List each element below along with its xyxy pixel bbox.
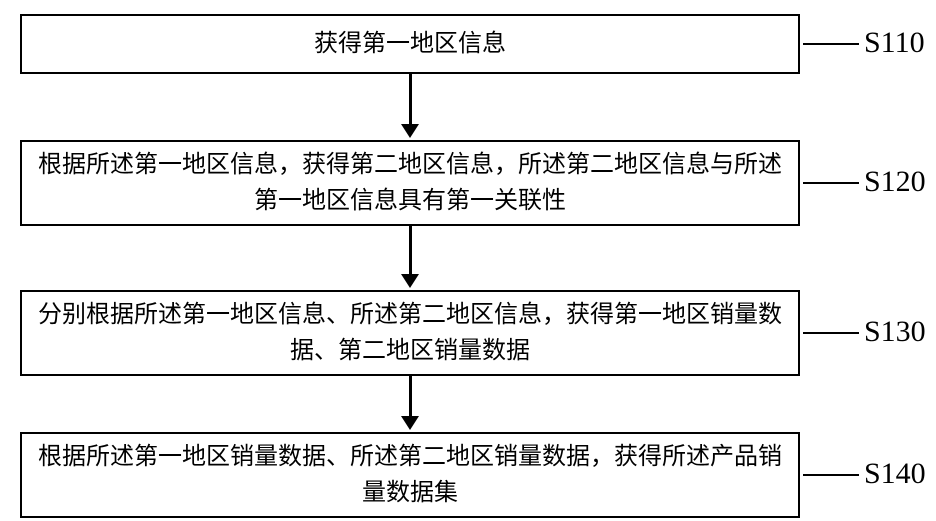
step-label-s120: S120	[864, 165, 926, 199]
step-label-s130: S130	[864, 315, 926, 349]
label-line-s130	[803, 332, 859, 334]
step-label-s110: S110	[864, 26, 925, 60]
arrow-line-2	[409, 376, 412, 418]
arrow-line-1	[409, 226, 412, 276]
label-line-s110	[803, 43, 859, 45]
flow-step-s140: 根据所述第一地区销量数据、所述第二地区销量数据，获得所述产品销量数据集	[20, 432, 800, 518]
step-label-s140: S140	[864, 457, 926, 491]
label-line-s120	[803, 182, 859, 184]
arrow-line-0	[409, 74, 412, 126]
flow-step-text: 根据所述第一地区信息，获得第二地区信息，所述第二地区信息与所述第一地区信息具有第…	[36, 147, 784, 219]
flow-step-text: 分别根据所述第一地区信息、所述第二地区信息，获得第一地区销量数据、第二地区销量数…	[36, 297, 784, 369]
flow-step-s110: 获得第一地区信息	[20, 14, 800, 74]
arrow-head-0	[401, 124, 419, 138]
flow-step-text: 根据所述第一地区销量数据、所述第二地区销量数据，获得所述产品销量数据集	[36, 439, 784, 511]
label-line-s140	[803, 474, 859, 476]
flow-step-s130: 分别根据所述第一地区信息、所述第二地区信息，获得第一地区销量数据、第二地区销量数…	[20, 290, 800, 376]
flow-step-text: 获得第一地区信息	[314, 26, 506, 62]
arrow-head-2	[401, 416, 419, 430]
flow-step-s120: 根据所述第一地区信息，获得第二地区信息，所述第二地区信息与所述第一地区信息具有第…	[20, 140, 800, 226]
arrow-head-1	[401, 274, 419, 288]
